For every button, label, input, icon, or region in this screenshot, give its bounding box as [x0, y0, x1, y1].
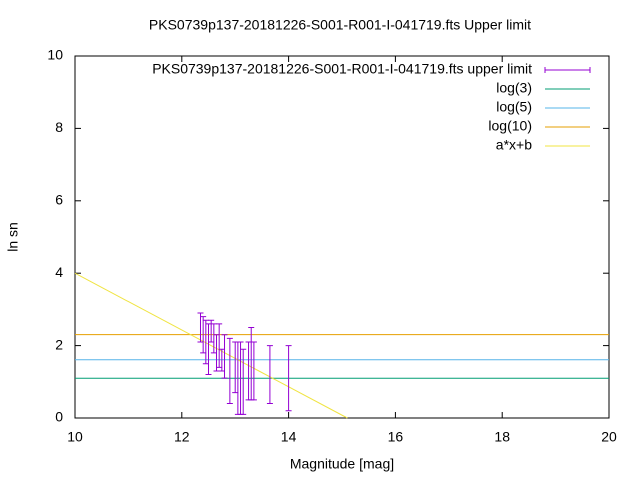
error-bar: [250, 341, 257, 401]
error-bar: [232, 341, 239, 394]
legend-label: a*x+b: [496, 137, 532, 153]
error-bar: [210, 323, 217, 354]
legend-label: log(10): [488, 118, 532, 134]
error-bar: [248, 327, 255, 401]
y-tick-label: 8: [55, 119, 63, 135]
x-tick-label: 18: [494, 429, 510, 445]
error-bar: [218, 348, 225, 372]
error-bar: [213, 334, 220, 372]
x-axis-label: Magnitude [mag]: [290, 456, 394, 472]
error-bar: [221, 334, 228, 379]
line: [74, 272, 348, 419]
legend-swatch: [544, 67, 591, 73]
legend-label: log(5): [496, 99, 532, 115]
y-tick-label: 10: [47, 47, 63, 63]
error-bar: [240, 348, 247, 415]
x-tick-label: 10: [67, 429, 83, 445]
y-tick-label: 4: [55, 264, 63, 280]
error-bar: [285, 345, 292, 412]
y-tick-label: 0: [55, 409, 63, 425]
y-tick-label: 2: [55, 336, 63, 352]
error-bar: [245, 341, 252, 401]
error-bar: [226, 337, 233, 405]
x-tick-label: 16: [388, 429, 404, 445]
x-tick-label: 12: [174, 429, 190, 445]
legend-label: PKS0739p137-20181226-S001-R001-I-041719.…: [152, 61, 532, 77]
error-bar: [200, 316, 207, 354]
error-bar: [266, 345, 273, 405]
error-bar: [202, 319, 209, 365]
error-bar: [197, 312, 204, 343]
x-tick-label: 14: [281, 429, 297, 445]
legend-label: log(3): [496, 80, 532, 96]
y-tick-label: 6: [55, 192, 63, 208]
error-bar: [216, 323, 223, 368]
x-tick-label: 20: [601, 429, 617, 445]
error-bar: [205, 323, 212, 376]
chart-title: PKS0739p137-20181226-S001-R001-I-041719.…: [149, 17, 531, 33]
plot-border: [74, 55, 610, 419]
y-axis-label: ln sn: [5, 222, 21, 252]
